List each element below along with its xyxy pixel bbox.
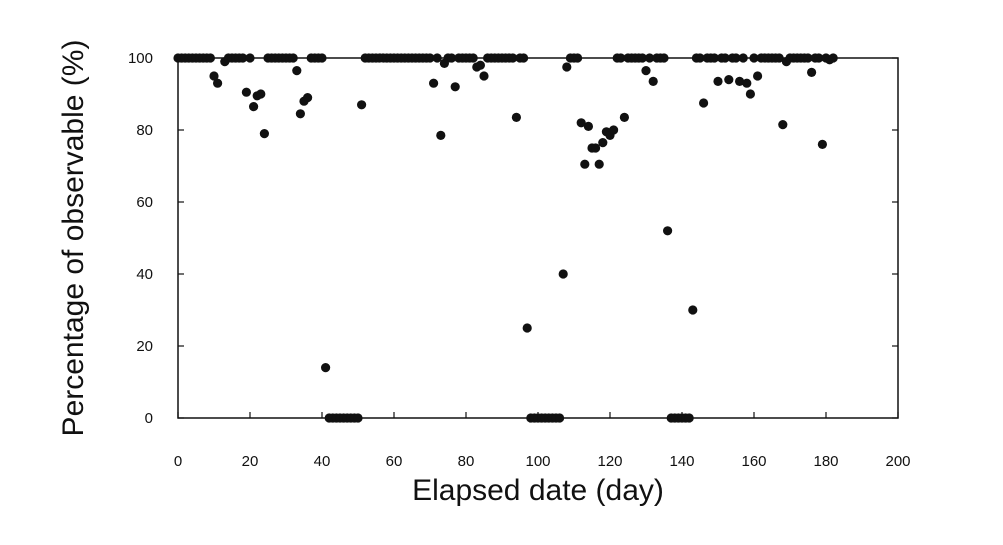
x-tick-label: 0 [174,453,182,470]
y-tick-label: 80 [136,122,153,139]
data-point [724,75,734,85]
x-axis-title: Elapsed date (day) [412,474,664,507]
data-point [522,323,532,333]
data-point [321,363,331,373]
x-tick-label: 200 [885,453,910,470]
data-point [817,139,828,149]
data-point [684,413,694,423]
y-tick-label: 40 [136,266,153,283]
data-point [745,89,756,99]
data-point [616,53,626,63]
x-tick-label: 120 [597,453,622,470]
data-point [699,98,709,108]
data-point [213,78,223,88]
data-point [353,413,363,423]
y-tick-label: 0 [145,410,153,427]
data-point [295,109,305,119]
x-tick-label: 160 [741,453,766,470]
data-point [576,118,586,128]
x-tick-label: 60 [386,453,403,470]
x-tick-label: 40 [314,453,331,470]
data-point [659,53,669,63]
data-point [814,53,824,63]
data-point [205,53,215,63]
data-point [641,66,651,76]
data-point [292,66,302,76]
data-point [591,143,601,153]
data-point [209,71,219,81]
data-point [735,76,745,86]
data-point [432,53,442,63]
data-point [580,159,590,169]
y-tick-label: 20 [136,338,153,355]
data-point [245,53,255,63]
data-point [720,53,730,63]
data-point [429,78,439,88]
y-axis-title: Percentage of observable (%) [57,40,90,437]
data-point [241,87,251,97]
data-point [447,53,457,63]
data-point [259,129,269,139]
x-tick-label: 80 [458,453,475,470]
data-point [256,89,266,99]
data-point [619,112,630,122]
data-point [713,76,723,86]
data-point [663,226,673,236]
data-point [562,62,572,72]
data-point [709,53,720,63]
data-point [738,53,748,63]
data-point [475,60,485,70]
data-point [688,305,698,315]
data-point [753,71,763,81]
data-point [583,121,594,131]
data-point [238,53,248,63]
data-point [558,269,568,279]
data-point [637,53,648,63]
x-tick-label: 100 [525,453,550,470]
data-point [425,53,435,63]
data-point [598,138,608,148]
data-point [731,53,741,63]
data-point [803,53,813,63]
data-point [303,93,313,103]
data-point [317,53,327,63]
data-point [573,53,583,63]
data-point [778,120,788,130]
data-point [555,413,565,423]
data-points [173,53,838,423]
data-point [357,100,367,110]
x-tick-label: 20 [242,453,259,470]
data-point [609,125,619,135]
y-tick-label: 100 [128,50,153,67]
data-point [450,82,460,92]
data-point [436,130,446,140]
data-point [468,53,478,63]
x-tick-label: 140 [669,453,694,470]
data-point [511,112,521,122]
data-point [774,53,784,63]
data-point [648,76,658,86]
data-point [519,53,529,63]
data-point [288,53,298,63]
data-point [645,53,655,63]
x-tick-label: 180 [813,453,838,470]
data-point [807,67,817,77]
plot-frame [177,57,899,419]
data-point [828,53,838,63]
data-point [749,53,759,63]
data-point [479,71,489,81]
y-tick-label: 60 [136,194,153,211]
data-point [742,78,752,88]
data-point [695,53,705,63]
y-axis-ticks: 0 20 40 60 80 100 [128,50,898,427]
data-point [508,53,518,63]
data-point [249,102,259,112]
data-point [594,159,604,169]
